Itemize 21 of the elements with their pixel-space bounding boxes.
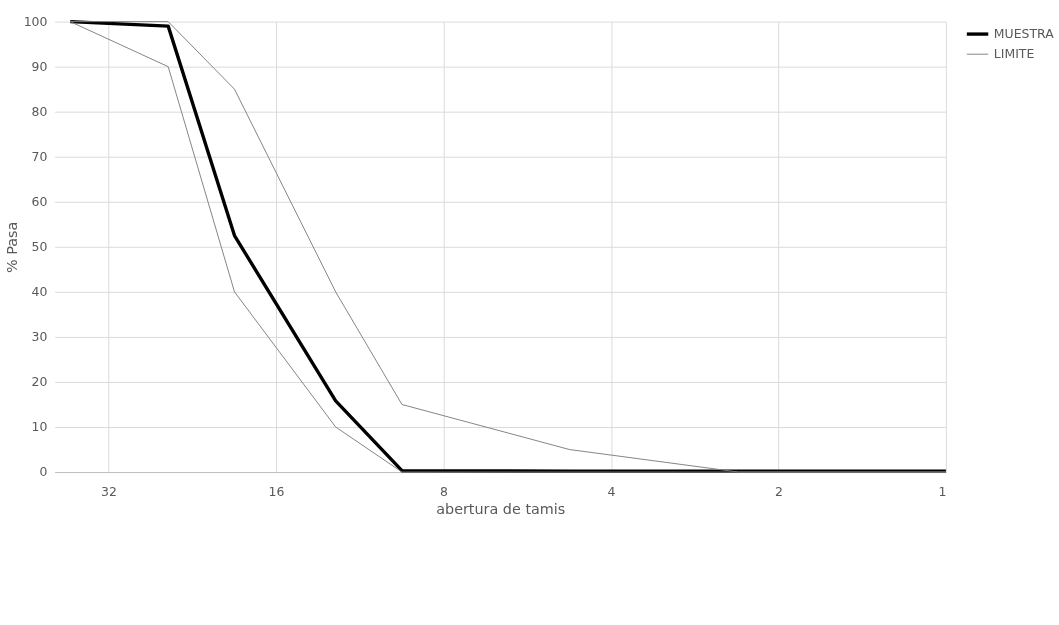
y-tick-label: 70 — [31, 149, 48, 165]
x-axis-title: abertura de tamis — [436, 500, 566, 517]
y-tick-label: 20 — [31, 374, 48, 390]
legend-label: LIMITE — [993, 46, 1035, 62]
legend-label: MUESTRA — [993, 25, 1055, 41]
y-tick-label: 0 — [39, 464, 48, 480]
x-tick-label: 1 — [938, 483, 947, 499]
x-tick-label: 16 — [268, 483, 285, 499]
y-tick-label: 90 — [31, 58, 48, 74]
x-tick-label: 32 — [101, 483, 117, 499]
y-tick-label: 30 — [31, 329, 48, 345]
y-tick-label: 80 — [31, 104, 48, 120]
x-tick-label: 8 — [440, 483, 449, 499]
x-tick-label: 2 — [774, 483, 783, 499]
y-tick-label: 50 — [31, 239, 48, 255]
y-tick-label: 60 — [31, 194, 48, 210]
y-tick-label: 100 — [23, 13, 48, 29]
x-tick-label: 4 — [607, 483, 616, 499]
y-axis-title: % Pasa — [3, 221, 20, 273]
y-tick-label: 10 — [31, 419, 48, 435]
y-tick-label: 40 — [31, 284, 48, 300]
